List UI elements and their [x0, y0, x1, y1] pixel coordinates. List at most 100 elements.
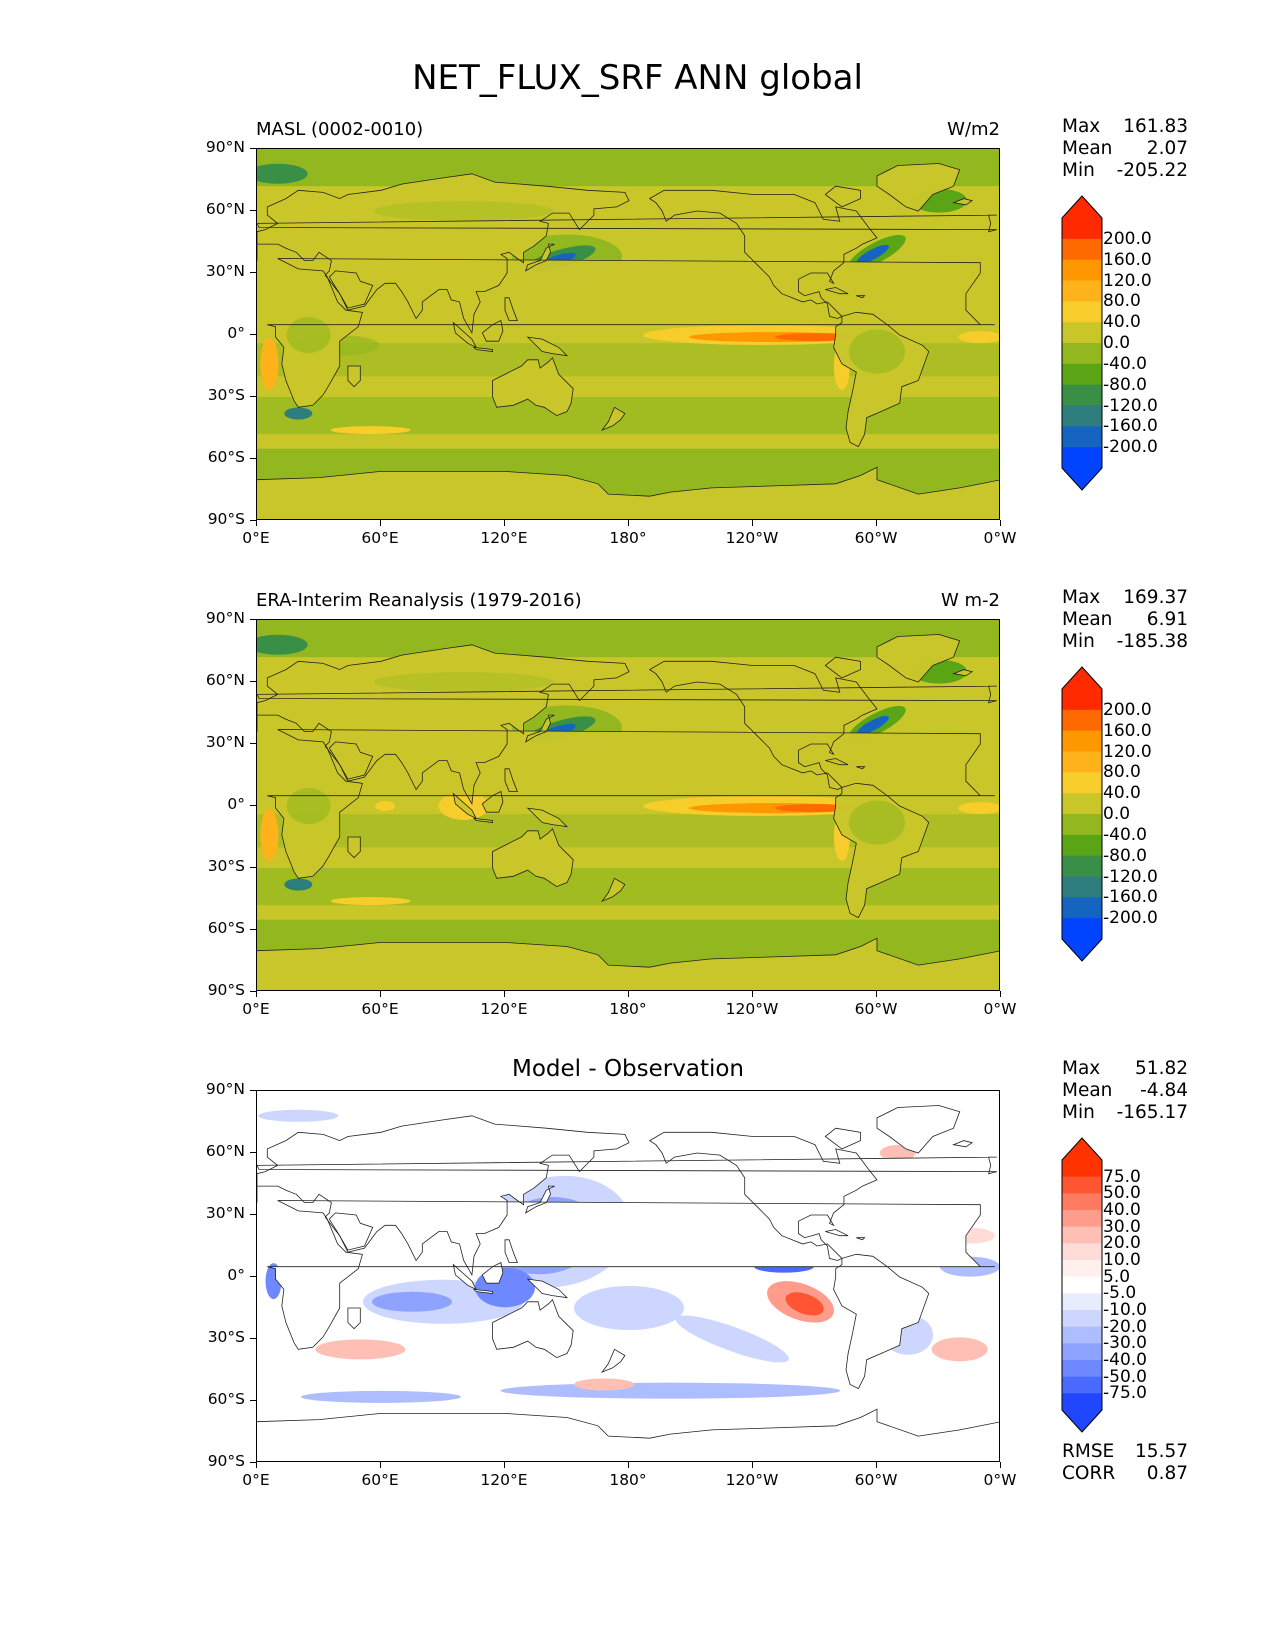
map-field: [257, 1091, 999, 1461]
colorbar-label: 200.0: [1103, 699, 1152, 720]
x-tick-label: 120°E: [480, 529, 528, 547]
map-plot: [256, 1090, 1000, 1462]
y-tick-mark: [250, 1400, 256, 1401]
y-tick-mark: [250, 1338, 256, 1339]
x-tick-label: 60°W: [854, 529, 898, 547]
stat-label: Min: [1062, 631, 1095, 652]
x-tick-label: 0°W: [983, 529, 1017, 547]
y-tick-mark: [250, 681, 256, 682]
x-tick-label: 120°E: [480, 1471, 528, 1489]
colorbar-label: 5.0: [1103, 1266, 1131, 1287]
map-field: [257, 620, 999, 990]
y-tick-label: 60°N: [205, 671, 245, 689]
colorbar-label: -160.0: [1103, 416, 1158, 437]
x-tick-label: 0°E: [242, 1471, 270, 1489]
stat-label: Mean: [1062, 609, 1113, 630]
y-tick-label: 0°: [227, 795, 245, 813]
x-tick-label: 60°E: [361, 1000, 399, 1018]
stat-label: Max: [1062, 1058, 1101, 1079]
colorbar-label: -40.0: [1103, 353, 1147, 374]
colorbar-graphic: [1061, 195, 1103, 491]
y-tick-label: 90°S: [207, 510, 245, 528]
colorbar-label: 120.0: [1103, 741, 1152, 762]
colorbar-label: -75.0: [1103, 1383, 1147, 1404]
colorbar-label: -120.0: [1103, 866, 1158, 887]
y-tick-label: 30°S: [207, 857, 245, 875]
x-tick-mark: [1000, 1462, 1001, 1468]
y-tick-label: 0°: [227, 324, 245, 342]
stat-label: Mean: [1062, 138, 1113, 159]
panel-difference: Model - Observation Max 51.82 Mean -4.84 Min…: [0, 1056, 1275, 1560]
stat-row: Max 169.37: [1062, 587, 1188, 609]
x-tick-label: 120°W: [725, 529, 779, 547]
colorbar-label: 30.0: [1103, 1216, 1141, 1237]
y-tick-mark: [250, 334, 256, 335]
map-plot: [256, 619, 1000, 991]
colorbar-label: 40.0: [1103, 312, 1141, 333]
x-tick-label: 60°W: [854, 1471, 898, 1489]
y-tick-mark: [250, 991, 256, 992]
colorbar-label: 20.0: [1103, 1233, 1141, 1254]
stat-row: Min -165.17: [1062, 1102, 1188, 1124]
y-tick-mark: [250, 396, 256, 397]
x-tick-label: 180°: [609, 1000, 647, 1018]
colorbar-label: 0.0: [1103, 804, 1131, 824]
y-tick-label: 90°N: [205, 609, 245, 627]
x-tick-mark: [628, 1462, 629, 1468]
y-tick-mark: [250, 1214, 256, 1215]
colorbar-graphic: [1061, 666, 1103, 962]
colorbar-label: 50.0: [1103, 1183, 1141, 1204]
colorbar-label: -40.0: [1103, 824, 1147, 845]
colorbar-label: -200.0: [1103, 908, 1158, 929]
x-tick-mark: [752, 991, 753, 997]
panel-title-left: MASL (0002-0010): [256, 119, 424, 140]
x-tick-mark: [628, 991, 629, 997]
y-tick-mark: [250, 1462, 256, 1463]
x-tick-mark: [876, 991, 877, 997]
y-tick-mark: [250, 867, 256, 868]
colorbar-label: 80.0: [1103, 291, 1141, 312]
y-tick-mark: [250, 1090, 256, 1091]
colorbar-label: -120.0: [1103, 395, 1158, 416]
x-tick-mark: [752, 520, 753, 526]
colorbar-label: 160.0: [1103, 720, 1152, 741]
x-tick-mark: [256, 1462, 257, 1468]
y-tick-label: 30°S: [207, 1328, 245, 1346]
colorbar-label: 200.0: [1103, 228, 1152, 249]
y-tick-label: 90°S: [207, 1452, 245, 1470]
stat-row: Max 51.82: [1062, 1058, 1188, 1080]
stat-row: Mean 6.91: [1062, 609, 1188, 631]
stat-row: Mean 2.07: [1062, 138, 1188, 160]
panel-observation: ERA-Interim Reanalysis (1979-2016) W m-2…: [0, 587, 1275, 1089]
x-tick-label: 180°: [609, 529, 647, 547]
x-tick-mark: [256, 520, 257, 526]
colorbar-label: -5.0: [1103, 1283, 1137, 1304]
stat-value: 6.91: [1146, 609, 1188, 630]
y-tick-mark: [250, 1152, 256, 1153]
y-tick-label: 30°N: [205, 262, 245, 280]
y-tick-mark: [250, 805, 256, 806]
y-tick-label: 60°S: [207, 448, 245, 466]
y-tick-label: 60°N: [205, 200, 245, 218]
map-field: [257, 149, 999, 519]
stat-row: RMSE 15.57: [1062, 1441, 1188, 1463]
stat-value: 2.07: [1146, 138, 1188, 159]
colorbar-label: 75.0: [1103, 1166, 1141, 1187]
stats-block: Max 161.83 Mean 2.07 Min -205.22: [1062, 116, 1188, 182]
y-tick-label: 60°S: [207, 919, 245, 937]
colorbar-label: -10.0: [1103, 1300, 1147, 1320]
panel-title-left: ERA-Interim Reanalysis (1979-2016): [256, 590, 582, 611]
y-tick-label: 30°S: [207, 386, 245, 404]
metrics-block: RMSE 15.57 CORR 0.87: [1062, 1441, 1188, 1485]
x-tick-label: 120°E: [480, 1000, 528, 1018]
stat-row: CORR 0.87: [1062, 1463, 1188, 1485]
x-tick-mark: [380, 1462, 381, 1468]
y-tick-mark: [250, 520, 256, 521]
stat-label: Mean: [1062, 1080, 1113, 1101]
x-tick-label: 0°W: [983, 1000, 1017, 1018]
map-plot: [256, 148, 1000, 520]
stat-value: -205.22: [1116, 160, 1188, 181]
panel-model: MASL (0002-0010) W/m2 Max 161.83 Mean 2.07 M…: [0, 116, 1275, 618]
panel-units: W m-2: [940, 590, 1000, 611]
figure-title: NET_FLUX_SRF ANN global: [412, 58, 863, 98]
